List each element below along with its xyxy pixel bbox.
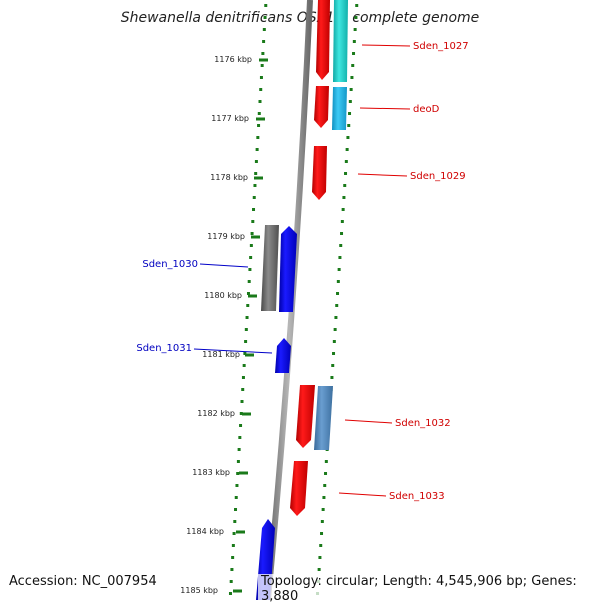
leader-line — [361, 44, 411, 47]
tick-label: 1178 kbp — [210, 173, 248, 182]
gene-box-gray[interactable] — [261, 225, 279, 311]
gene-arrow-sden-1031[interactable] — [275, 338, 291, 373]
tick-label: 1180 kbp — [204, 291, 242, 300]
tick-layer: 1176 kbp 1177 kbp 1178 kbp 1179 kbp 1180… — [180, 55, 268, 595]
genome-summary-text: Topology: circular; Length: 4,545,906 bp… — [258, 574, 600, 604]
gene-arrow-sden-1027[interactable] — [316, 0, 330, 80]
leader-line — [193, 348, 273, 354]
gene-box-steel[interactable] — [314, 386, 333, 450]
gene-arrow-sden-1032[interactable] — [296, 385, 315, 448]
gene-label-sden-1030[interactable]: Sden_1030 — [142, 259, 198, 270]
gene-label-sden-1029[interactable]: Sden_1029 — [410, 171, 466, 182]
label-layer: Sden_1027 deoD Sden_1029 Sden_1030 Sden_… — [136, 41, 468, 502]
gene-arrow-sden-1033[interactable] — [290, 461, 308, 516]
map-title: Shewanella denitrificans OS217, complete… — [120, 10, 480, 26]
gene-arrow-deod[interactable] — [314, 86, 329, 128]
leader-line — [344, 419, 393, 424]
tick-label: 1184 kbp — [186, 527, 224, 536]
tick-ring-left — [228, 4, 268, 595]
tick-label: 1176 kbp — [214, 55, 252, 64]
gene-label-sden-1032[interactable]: Sden_1032 — [395, 418, 451, 429]
feature-layer — [256, 0, 348, 600]
gene-arrow-sden-1029[interactable] — [312, 146, 327, 200]
tick-label: 1181 kbp — [202, 350, 240, 359]
leader-line — [359, 107, 411, 110]
tick-label: 1179 kbp — [207, 232, 245, 241]
leader-line — [357, 173, 408, 177]
leader-line — [338, 492, 387, 497]
tick-label: 1183 kbp — [192, 468, 230, 477]
gene-box-cyan[interactable] — [333, 0, 348, 82]
gene-label-sden-1031[interactable]: Sden_1031 — [136, 343, 192, 354]
tick-label: 1182 kbp — [197, 409, 235, 418]
leader-line — [199, 263, 249, 268]
gene-label-deod[interactable]: deoD — [413, 104, 440, 115]
gene-arrow-sden-1030[interactable] — [279, 226, 297, 312]
gene-label-sden-1033[interactable]: Sden_1033 — [389, 491, 445, 502]
accession-text: Accession: NC_007954 — [9, 574, 157, 589]
gene-label-sden-1027[interactable]: Sden_1027 — [413, 41, 469, 52]
gene-box-sky[interactable] — [332, 87, 347, 130]
tick-label: 1177 kbp — [211, 114, 249, 123]
tick-label: 1185 kbp — [180, 586, 218, 595]
